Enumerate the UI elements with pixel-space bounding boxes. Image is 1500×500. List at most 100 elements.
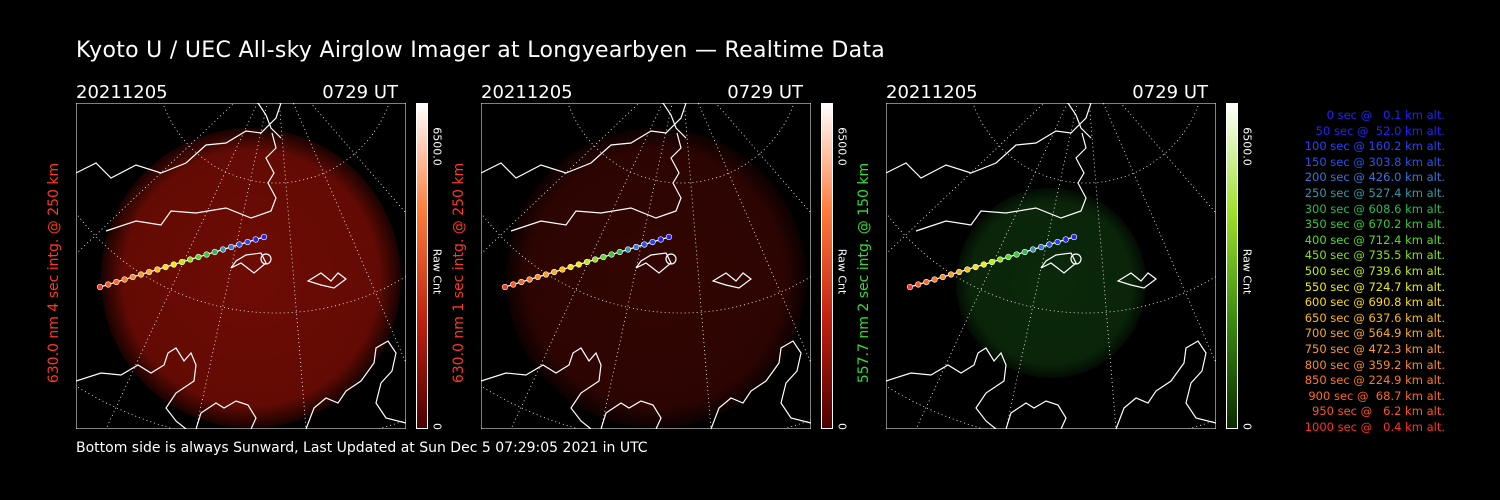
legend-entry: 900 sec @ 68.7 km alt. [1308,388,1445,403]
trajectory-point [1054,238,1061,246]
allsky-map [481,103,811,429]
panel-time: 0729 UT [322,82,398,103]
trajectory-point [575,261,582,268]
trajectory-point [244,238,251,246]
coastline [1116,272,1157,289]
trajectory-point [1046,241,1053,248]
trajectory-point [559,266,566,273]
trajectory-legend: 0 sec @ 0.1 km alt. 50 sec @ 52.0 km alt.… [1255,108,1445,435]
airglow-image [506,128,806,428]
panel-wavelength-label: 630.0 nm 1 sec intg. @ 250 km [451,162,467,384]
trajectory-point [146,268,153,276]
legend-entry: 750 sec @ 472.3 km alt. [1304,341,1445,356]
trajectory-point [203,251,210,258]
trajectory-point [162,263,169,271]
allsky-map [76,103,406,429]
airglow-image [956,188,1146,378]
coastline [662,103,687,139]
coastline [305,340,406,429]
coastline [257,103,282,139]
colorbar-unit-label: Raw Cnt [430,248,444,295]
panel-date: 20211205 [886,82,978,103]
legend-entry: 0 sec @ 0.1 km alt. [1326,108,1445,122]
coastline [105,132,277,232]
trajectory-point [113,278,120,286]
panel-time: 0729 UT [1132,82,1208,103]
colorbar-max-label: 6500.0 [1240,127,1254,166]
legend-entry: 450 sec @ 735.5 km alt. [1304,248,1445,263]
colorbar-min-label: 0 [430,423,444,430]
legend-entry: 250 sec @ 527.4 km alt. [1304,185,1445,200]
trajectory-point [931,276,938,283]
colorbar [416,103,428,429]
coastline [306,272,347,289]
colorbar-unit-label: Raw Cnt [1240,248,1254,295]
legend-entry: 650 sec @ 637.6 km alt. [1304,310,1445,325]
coastline [195,400,257,429]
coastline [915,132,1087,232]
legend-entry: 800 sec @ 359.2 km alt. [1304,357,1445,372]
trajectory-point [1070,233,1078,241]
trajectory-point [129,273,136,281]
coastline [600,400,662,429]
imager-panel-3: 20211205 0729 UT 557.7 nm 2 sec intg. @ 15… [856,80,1276,440]
trajectory-point [972,263,979,271]
legend-entry: 350 sec @ 670.2 km alt. [1304,217,1445,232]
trajectory-point [219,246,227,253]
coastline [886,103,1092,179]
trajectory-point [583,258,591,266]
colorbar-min-label: 0 [835,423,849,430]
trajectory-point [178,258,186,266]
allsky-map [886,103,1216,429]
trajectory-point [600,253,607,261]
legend-entry: 100 sec @ 160.2 km alt. [1304,139,1445,154]
trajectory-point [211,248,218,256]
legend-entry: 400 sec @ 712.4 km alt. [1304,232,1445,247]
imager-panel-2: 20211205 0729 UT 630.0 nm 1 sec intg. @ 25… [451,80,871,440]
trajectory-point [616,248,623,256]
legend-entry: 600 sec @ 690.8 km alt. [1304,295,1445,310]
trajectory-point [1062,236,1069,243]
legend-entry: 150 sec @ 303.8 km alt. [1304,154,1445,169]
legend-entry: 200 sec @ 426.0 km alt. [1304,170,1445,185]
trajectory-point [608,251,615,258]
trajectory-point [947,271,955,278]
legend-entry: 300 sec @ 608.6 km alt. [1304,201,1445,216]
coastline [481,347,602,429]
coastline [481,103,687,179]
trajectory-point [551,268,558,276]
trajectory-point [988,258,996,266]
panel-date: 20211205 [76,82,168,103]
trajectory-point [964,266,971,273]
trajectory-point [657,236,664,243]
trajectory-point [542,271,550,278]
trajectory-point [154,266,161,273]
trajectory-point [105,281,112,288]
trajectory-point [121,276,128,283]
trajectory-point [939,273,946,281]
coastline [710,340,811,429]
panel-wavelength-label: 557.7 nm 2 sec intg. @ 150 km [856,162,872,384]
trajectory-point [665,233,673,241]
trajectory-point [187,256,194,263]
coastline [510,132,682,232]
coastline [1040,252,1077,274]
trajectory-point [137,271,145,278]
colorbar-max-label: 6500.0 [835,127,849,166]
coastline [76,103,282,179]
trajectory-point [1038,243,1045,251]
coastline [1067,103,1092,139]
legend-entry: 700 sec @ 564.9 km alt. [1304,326,1445,341]
trajectory-point [641,241,648,248]
trajectory-point [252,236,259,243]
trajectory-point [624,246,632,253]
legend-entry: 950 sec @ 6.2 km alt. [1312,404,1445,419]
coastline [76,347,197,429]
airglow-image [101,128,401,428]
panel-time: 0729 UT [727,82,803,103]
trajectory-point [510,281,517,288]
trajectory-point [195,253,202,261]
colorbar-max-label: 6500.0 [430,127,444,166]
trajectory-point [96,283,104,291]
coastline [886,347,1007,429]
